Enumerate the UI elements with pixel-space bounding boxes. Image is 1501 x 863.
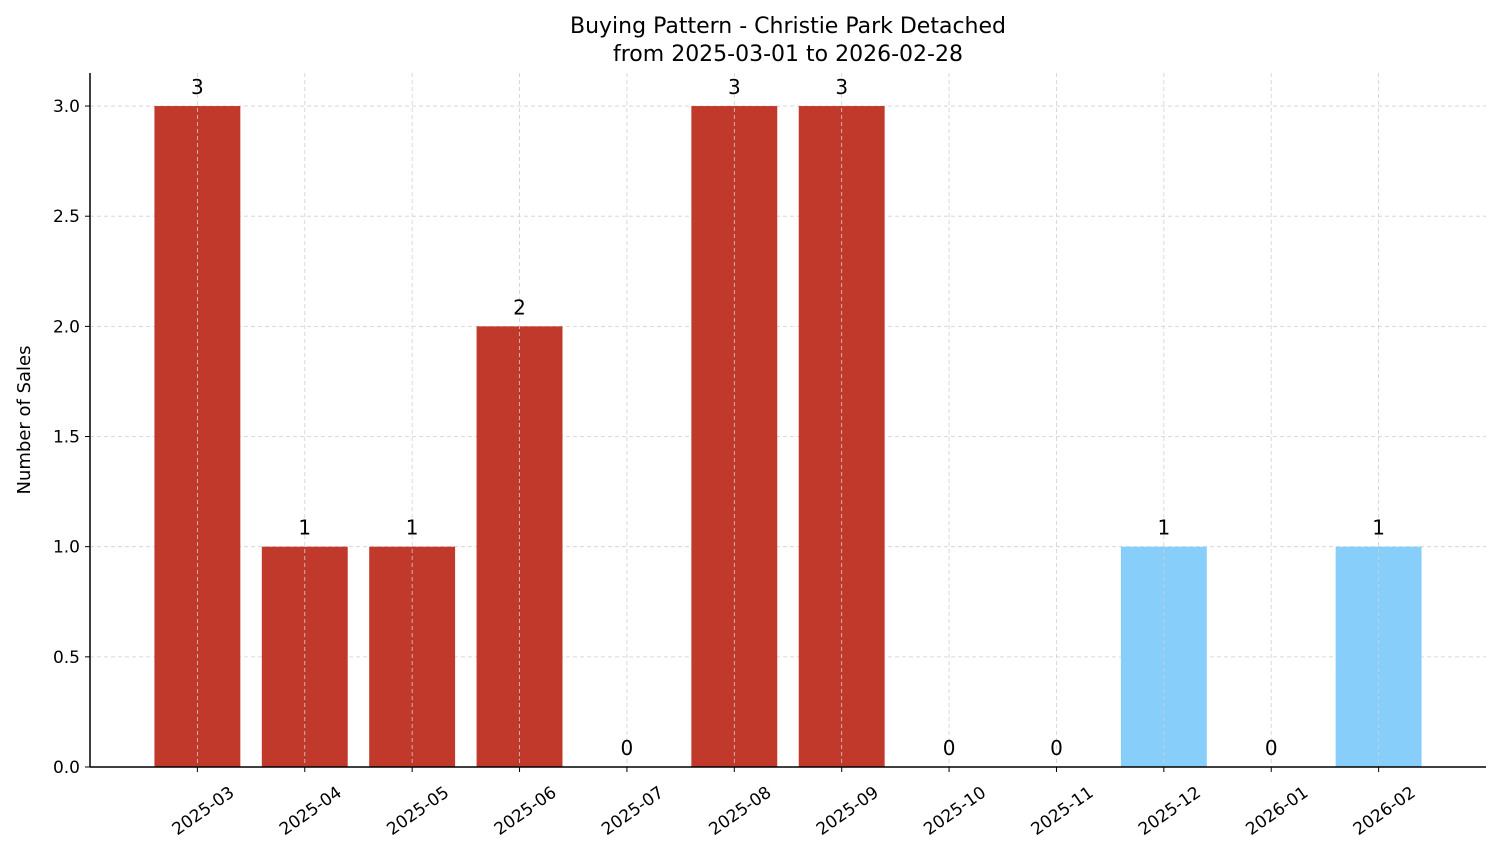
value-label: 0 — [1265, 736, 1278, 760]
y-tick-label: 2.5 — [53, 207, 80, 227]
chart-subtitle: from 2025-03-01 to 2026-02-28 — [613, 42, 963, 67]
value-label: 1 — [1157, 516, 1170, 540]
value-label: 3 — [835, 75, 848, 99]
bar — [798, 106, 885, 768]
value-label: 3 — [728, 75, 741, 99]
value-label: 1 — [298, 516, 311, 540]
chart-title: Buying Pattern - Christie Park Detached — [570, 14, 1006, 39]
value-label: 0 — [1050, 736, 1063, 760]
value-label: 3 — [191, 75, 204, 99]
y-tick-label: 0.5 — [53, 648, 80, 668]
bar — [691, 106, 778, 768]
value-label: 2 — [513, 295, 526, 319]
y-tick-label: 2.0 — [53, 317, 80, 337]
y-axis-label: Number of Sales — [14, 345, 35, 494]
value-label: 0 — [621, 736, 634, 760]
bar — [154, 106, 241, 768]
y-tick-label: 1.0 — [53, 538, 80, 558]
value-label: 0 — [943, 736, 956, 760]
y-tick-label: 3.0 — [53, 97, 80, 117]
value-label: 1 — [406, 516, 419, 540]
y-tick-label: 0.0 — [53, 758, 80, 778]
y-tick-label: 1.5 — [53, 428, 80, 448]
value-label: 1 — [1372, 516, 1385, 540]
bar — [476, 326, 563, 767]
